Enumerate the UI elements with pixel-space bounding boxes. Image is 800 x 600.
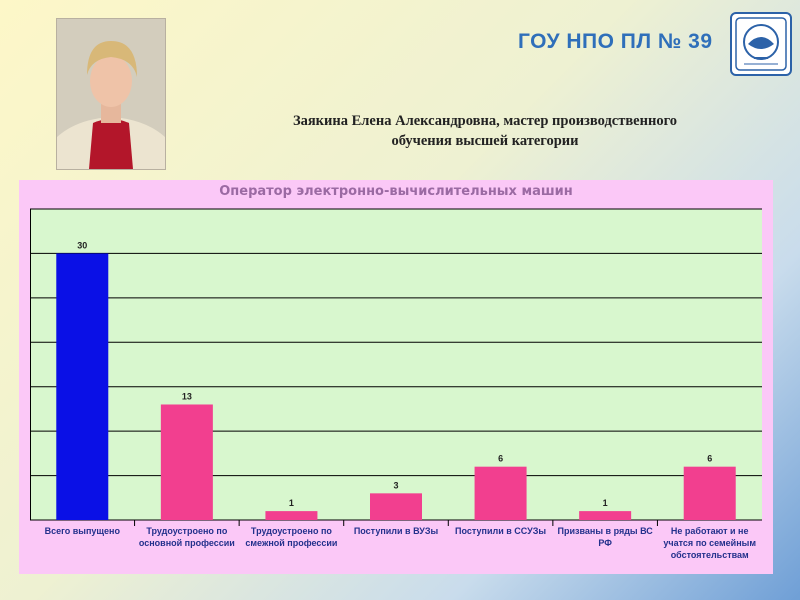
school-emblem-icon [730, 12, 792, 76]
bar [579, 511, 632, 520]
data-label: 6 [707, 454, 712, 464]
portrait-image [57, 19, 165, 169]
bar [370, 493, 422, 520]
category-label-line: Трудоустроено по [146, 526, 228, 536]
data-label: 30 [77, 240, 87, 250]
school-title: ГОУ НПО ПЛ № 39 [518, 30, 713, 53]
category-label: Поступили в ВУЗы [344, 525, 448, 537]
category-label: Трудоустроено по смежной профессии [239, 525, 343, 549]
category-label: Призваны в ряды ВС РФ [553, 525, 657, 549]
category-label-line: обстоятельствам [670, 550, 749, 560]
teacher-caption: Заякина Елена Александровна, мастер прои… [225, 111, 745, 151]
category-label-line: учатся по семейным [663, 538, 756, 548]
category-label-line: смежной профессии [245, 538, 338, 548]
data-label: 3 [393, 480, 398, 490]
bar [265, 511, 318, 520]
caption-line-2: обучения высшей категории [391, 133, 579, 149]
chart-title: Оператор электронно-вычислительных машин [219, 184, 573, 199]
category-label-line: Не работают и не [670, 526, 749, 536]
category-label: Всего выпущено [30, 525, 134, 537]
plot-area: 30 13 1 3 6 1 6 [30, 208, 762, 526]
caption-line-1: Заякина Елена Александровна, мастер прои… [292, 113, 678, 129]
data-label: 13 [182, 391, 192, 401]
chart-panel: Оператор электронно-вычислительных машин… [19, 180, 773, 574]
category-label-line: РФ [598, 538, 612, 548]
category-label: Трудоустроено по основной профессии [135, 525, 239, 549]
category-label-line: Поступили в ССУЗы [455, 526, 547, 536]
category-label-line: Поступили в ВУЗы [353, 526, 439, 536]
bar [56, 253, 109, 520]
data-label: 1 [289, 498, 294, 508]
data-label: 1 [603, 498, 608, 508]
portrait-photo [57, 19, 165, 169]
category-label-line: Трудоустроено по [250, 526, 332, 536]
bar [474, 466, 527, 520]
bar [683, 466, 736, 520]
category-label: Не работают и не учатся по семейным обстоя… [658, 525, 762, 561]
category-label-line: основной профессии [138, 538, 235, 548]
data-label: 6 [498, 454, 503, 464]
category-label-line: Призваны в ряды ВС [557, 526, 653, 536]
category-label-line: Всего выпущено [44, 526, 120, 536]
bar [160, 404, 213, 520]
category-label: Поступили в ССУЗы [449, 525, 553, 537]
